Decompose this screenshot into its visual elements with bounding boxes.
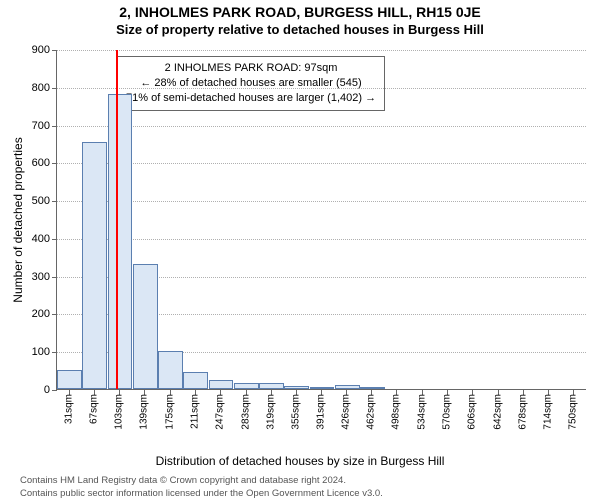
ytick-mark — [52, 163, 57, 164]
ytick-label: 200 — [14, 308, 50, 320]
histogram-bar — [335, 385, 360, 389]
ytick-label: 900 — [14, 44, 50, 56]
xtick-label: 498sqm — [391, 394, 402, 430]
footer-line-1: Contains HM Land Registry data © Crown c… — [20, 475, 600, 487]
ytick-label: 300 — [14, 271, 50, 283]
xtick-label: 247sqm — [215, 394, 226, 430]
histogram-bar — [57, 370, 82, 389]
ytick-mark — [52, 314, 57, 315]
xtick-label: 283sqm — [240, 394, 251, 430]
footer-line-2: Contains public sector information licen… — [20, 488, 600, 500]
ytick-mark — [52, 277, 57, 278]
attribution-footer: Contains HM Land Registry data © Crown c… — [0, 475, 600, 500]
ytick-mark — [52, 50, 57, 51]
histogram-bar — [209, 380, 234, 389]
info-line-1: 2 INHOLMES PARK ROAD: 97sqm — [126, 61, 376, 76]
histogram-bar — [284, 386, 309, 389]
ytick-mark — [52, 88, 57, 89]
histogram-bar — [310, 387, 335, 389]
xtick-label: 211sqm — [189, 394, 200, 429]
ytick-mark — [52, 126, 57, 127]
gridline-h — [57, 126, 586, 127]
histogram-bar — [82, 142, 107, 389]
ytick-label: 700 — [14, 120, 50, 132]
info-line-3: 71% of semi-detached houses are larger (… — [126, 91, 376, 106]
ytick-mark — [52, 352, 57, 353]
xtick-label: 642sqm — [492, 394, 503, 430]
info-callout: 2 INHOLMES PARK ROAD: 97sqm ← 28% of det… — [117, 56, 385, 111]
xtick-label: 606sqm — [467, 394, 478, 430]
xtick-label: 678sqm — [517, 394, 528, 430]
histogram-plot: 2 INHOLMES PARK ROAD: 97sqm ← 28% of det… — [56, 50, 586, 390]
xtick-label: 355sqm — [291, 394, 302, 430]
xtick-label: 67sqm — [88, 394, 99, 424]
ytick-mark — [52, 390, 57, 391]
histogram-bar — [133, 264, 158, 389]
xtick-label: 426sqm — [340, 394, 351, 430]
xtick-label: 31sqm — [63, 394, 74, 424]
ytick-label: 600 — [14, 157, 50, 169]
gridline-h — [57, 50, 586, 51]
histogram-bar — [360, 387, 385, 389]
histogram-bar — [108, 94, 133, 389]
xtick-label: 391sqm — [316, 394, 327, 430]
histogram-bar — [259, 383, 284, 389]
xtick-label: 319sqm — [265, 394, 276, 430]
gridline-h — [57, 201, 586, 202]
xtick-label: 103sqm — [114, 394, 125, 430]
page-title-line1: 2, INHOLMES PARK ROAD, BURGESS HILL, RH1… — [0, 4, 600, 20]
xtick-label: 139sqm — [139, 394, 150, 430]
gridline-h — [57, 88, 586, 89]
subject-marker-line — [116, 50, 118, 389]
ytick-label: 500 — [14, 195, 50, 207]
ytick-mark — [52, 239, 57, 240]
ytick-mark — [52, 201, 57, 202]
gridline-h — [57, 239, 586, 240]
xtick-label: 750sqm — [568, 394, 579, 430]
histogram-bar — [234, 383, 259, 389]
xtick-label: 570sqm — [442, 394, 453, 430]
chart-container: 2 INHOLMES PARK ROAD: 97sqm ← 28% of det… — [56, 50, 586, 420]
ytick-label: 0 — [14, 384, 50, 396]
xtick-label: 534sqm — [416, 394, 427, 430]
histogram-bar — [183, 372, 208, 389]
histogram-bar — [158, 351, 183, 389]
xtick-label: 175sqm — [164, 394, 175, 430]
xtick-label: 462sqm — [366, 394, 377, 430]
x-axis-label: Distribution of detached houses by size … — [0, 454, 600, 468]
xtick-label: 714sqm — [543, 394, 554, 430]
ytick-label: 100 — [14, 346, 50, 358]
gridline-h — [57, 163, 586, 164]
ytick-label: 800 — [14, 82, 50, 94]
ytick-label: 400 — [14, 233, 50, 245]
page-title-line2: Size of property relative to detached ho… — [0, 22, 600, 37]
